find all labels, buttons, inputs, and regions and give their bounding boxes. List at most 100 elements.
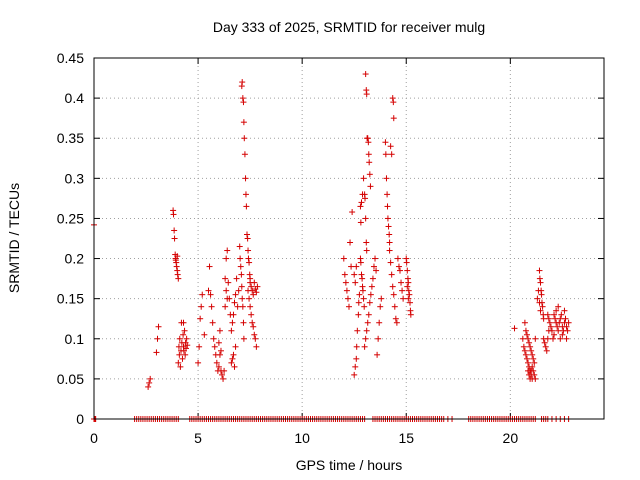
data-point bbox=[352, 363, 359, 370]
data-point bbox=[217, 347, 224, 354]
chart-title: Day 333 of 2025, SRMTID for receiver mul… bbox=[213, 19, 485, 35]
data-point bbox=[343, 287, 350, 294]
data-point bbox=[174, 253, 181, 260]
data-point bbox=[523, 355, 530, 362]
data-point bbox=[361, 303, 368, 310]
data-point bbox=[246, 259, 253, 266]
data-point bbox=[205, 287, 212, 294]
data-point bbox=[365, 151, 372, 158]
data-point bbox=[176, 335, 183, 342]
x-tick-label: 15 bbox=[398, 430, 414, 446]
data-point bbox=[209, 319, 216, 326]
data-point bbox=[230, 311, 237, 318]
data-point bbox=[340, 255, 347, 262]
data-point bbox=[357, 219, 364, 226]
data-point bbox=[392, 315, 399, 322]
data-point bbox=[234, 303, 241, 310]
data-point bbox=[367, 291, 374, 298]
data-point bbox=[182, 351, 189, 358]
data-point bbox=[237, 263, 244, 270]
data-point bbox=[252, 335, 259, 342]
data-point bbox=[222, 303, 229, 310]
data-point bbox=[242, 175, 249, 182]
data-point bbox=[525, 367, 532, 374]
data-point bbox=[358, 199, 365, 206]
data-point bbox=[363, 247, 370, 254]
data-point bbox=[352, 279, 359, 286]
data-point bbox=[176, 351, 183, 358]
data-point bbox=[198, 303, 205, 310]
data-point bbox=[521, 319, 528, 326]
data-point bbox=[237, 255, 244, 262]
data-point bbox=[387, 259, 394, 266]
x-tick-label: 5 bbox=[194, 430, 202, 446]
data-point bbox=[388, 271, 395, 278]
data-point bbox=[240, 119, 247, 126]
data-point bbox=[532, 375, 539, 382]
data-point bbox=[390, 99, 397, 106]
data-point bbox=[199, 291, 206, 298]
data-point bbox=[541, 339, 548, 346]
data-point bbox=[385, 223, 392, 230]
data-point bbox=[546, 319, 553, 326]
data-point bbox=[341, 271, 348, 278]
data-point bbox=[551, 311, 558, 318]
data-point bbox=[228, 359, 235, 366]
data-point bbox=[397, 267, 403, 274]
y-tick-label: 0.05 bbox=[57, 371, 84, 387]
data-point bbox=[529, 363, 536, 370]
data-point bbox=[521, 347, 528, 354]
data-point bbox=[552, 315, 559, 322]
data-point bbox=[223, 287, 230, 294]
data-point bbox=[253, 289, 260, 296]
data-point bbox=[537, 307, 544, 314]
data-point bbox=[535, 287, 542, 294]
data-point bbox=[181, 327, 188, 334]
y-tick-label: 0 bbox=[76, 411, 84, 427]
data-point bbox=[539, 303, 546, 310]
data-point bbox=[245, 247, 252, 254]
data-point bbox=[534, 295, 541, 302]
data-point bbox=[527, 375, 534, 382]
y-tick-label: 0.2 bbox=[65, 251, 85, 267]
data-point bbox=[171, 235, 178, 242]
data-points bbox=[91, 71, 572, 422]
data-point bbox=[406, 299, 413, 306]
data-point bbox=[555, 327, 562, 334]
data-point bbox=[177, 363, 184, 370]
data-point bbox=[238, 271, 245, 278]
data-point bbox=[154, 335, 161, 342]
data-point bbox=[538, 291, 545, 298]
data-point bbox=[172, 257, 179, 264]
data-point bbox=[183, 345, 190, 352]
data-point bbox=[196, 343, 203, 350]
data-point bbox=[201, 331, 208, 338]
data-point bbox=[235, 287, 242, 294]
data-point bbox=[530, 355, 537, 362]
data-point bbox=[249, 287, 256, 294]
data-point bbox=[238, 283, 245, 290]
data-point bbox=[531, 371, 538, 378]
data-point bbox=[175, 275, 182, 282]
x-tick-label: 0 bbox=[90, 430, 98, 446]
data-point bbox=[245, 255, 252, 262]
data-point bbox=[544, 311, 551, 318]
data-point bbox=[556, 319, 563, 326]
data-point bbox=[180, 331, 187, 338]
data-point bbox=[363, 91, 370, 98]
data-point bbox=[240, 319, 247, 326]
data-point bbox=[155, 323, 162, 330]
data-point bbox=[384, 191, 391, 198]
data-point bbox=[216, 327, 223, 334]
data-point bbox=[231, 363, 238, 370]
data-point bbox=[215, 363, 222, 370]
data-point bbox=[382, 139, 389, 146]
data-point bbox=[405, 295, 412, 302]
data-point bbox=[153, 349, 160, 356]
data-point bbox=[365, 311, 372, 318]
data-point bbox=[251, 279, 258, 286]
data-point bbox=[386, 231, 393, 238]
data-point bbox=[525, 335, 532, 342]
data-point bbox=[562, 315, 569, 322]
data-point bbox=[347, 239, 354, 246]
